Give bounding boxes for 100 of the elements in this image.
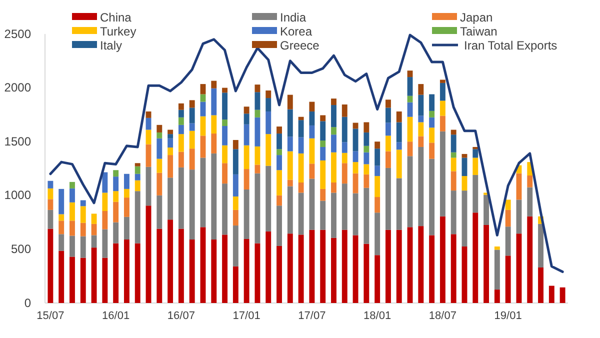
legend-label: Korea: [280, 24, 312, 38]
bar: [178, 152, 184, 168]
bar: [440, 80, 446, 83]
bar: [124, 174, 130, 189]
bar: [102, 172, 108, 193]
bar: [189, 123, 195, 131]
x-tick-label: 19/01: [494, 310, 522, 322]
bar: [254, 146, 260, 165]
bar: [232, 226, 238, 266]
bar: [168, 220, 174, 303]
bar: [211, 134, 217, 154]
bar: [396, 150, 402, 178]
bar: [364, 146, 370, 152]
bar: [516, 173, 522, 200]
bar: [374, 176, 380, 198]
bar: [298, 116, 304, 120]
bar: [352, 151, 358, 162]
bar: [352, 235, 358, 303]
bar: [91, 224, 97, 236]
bar: [276, 170, 282, 196]
bar: [244, 106, 250, 114]
bar: [407, 96, 413, 102]
bar: [342, 230, 348, 303]
bar: [331, 182, 336, 193]
legend-label: Greece: [280, 38, 320, 52]
bar: [407, 116, 413, 142]
bar: [538, 224, 544, 268]
bar: [396, 142, 402, 150]
bar: [352, 193, 358, 236]
bar: [146, 144, 152, 167]
bar: [429, 94, 435, 111]
bar: [254, 92, 260, 110]
bar: [462, 158, 468, 176]
bar: [342, 142, 348, 153]
bar: [364, 164, 370, 174]
bar: [505, 200, 511, 210]
bar: [396, 122, 402, 142]
legend-label: Iran Total Exports: [464, 38, 558, 52]
bar: [276, 246, 282, 303]
bar: [276, 134, 282, 150]
bar: [232, 210, 238, 226]
bar: [331, 152, 336, 182]
bar: [102, 192, 108, 211]
bar: [211, 153, 217, 240]
bar: [189, 148, 195, 170]
bar: [429, 158, 435, 236]
bar: [462, 246, 468, 303]
bar: [58, 188, 64, 214]
bar: [287, 94, 293, 110]
bar: [418, 136, 424, 147]
bar: [266, 111, 272, 134]
bar: [320, 200, 326, 230]
bar: [276, 149, 282, 156]
bar: [70, 202, 75, 221]
bar: [222, 184, 228, 235]
bar: [364, 174, 370, 188]
bar: [331, 134, 336, 152]
bar: [450, 190, 456, 234]
bar: [342, 184, 348, 230]
x-tick-label: 15/07: [36, 310, 64, 322]
bar: [211, 240, 217, 303]
bar: [385, 151, 391, 168]
bar: [48, 180, 54, 188]
bar: [429, 142, 435, 159]
bar: [178, 110, 184, 118]
bar: [309, 230, 315, 303]
bar: [374, 212, 380, 256]
bar: [70, 256, 75, 303]
bar: [298, 120, 304, 138]
bar: [91, 248, 97, 303]
bar: [113, 170, 119, 177]
y-tick-label: 0: [24, 296, 32, 310]
bar: [232, 140, 238, 150]
bar: [58, 214, 64, 221]
bar: [364, 244, 370, 303]
bar: [429, 110, 435, 118]
bar: [462, 176, 468, 191]
bar: [505, 210, 511, 227]
bar: [200, 227, 206, 303]
bar: [244, 124, 250, 146]
bar: [222, 234, 228, 303]
bar: [548, 286, 554, 303]
bar: [418, 94, 424, 116]
bar: [124, 216, 130, 240]
bar: [254, 243, 260, 303]
bar: [527, 187, 533, 216]
bar: [244, 189, 250, 239]
bar: [70, 182, 75, 188]
bar: [266, 166, 272, 232]
bar: [396, 111, 402, 122]
bar: [113, 243, 119, 303]
bar: [146, 118, 152, 130]
bar: [48, 199, 54, 210]
bar: [385, 108, 391, 123]
bar: [232, 196, 238, 210]
legend-label: Italy: [100, 38, 122, 52]
x-tick-label: 16/07: [167, 310, 195, 322]
bar: [178, 167, 184, 229]
bar: [178, 134, 184, 152]
bar: [189, 170, 195, 240]
